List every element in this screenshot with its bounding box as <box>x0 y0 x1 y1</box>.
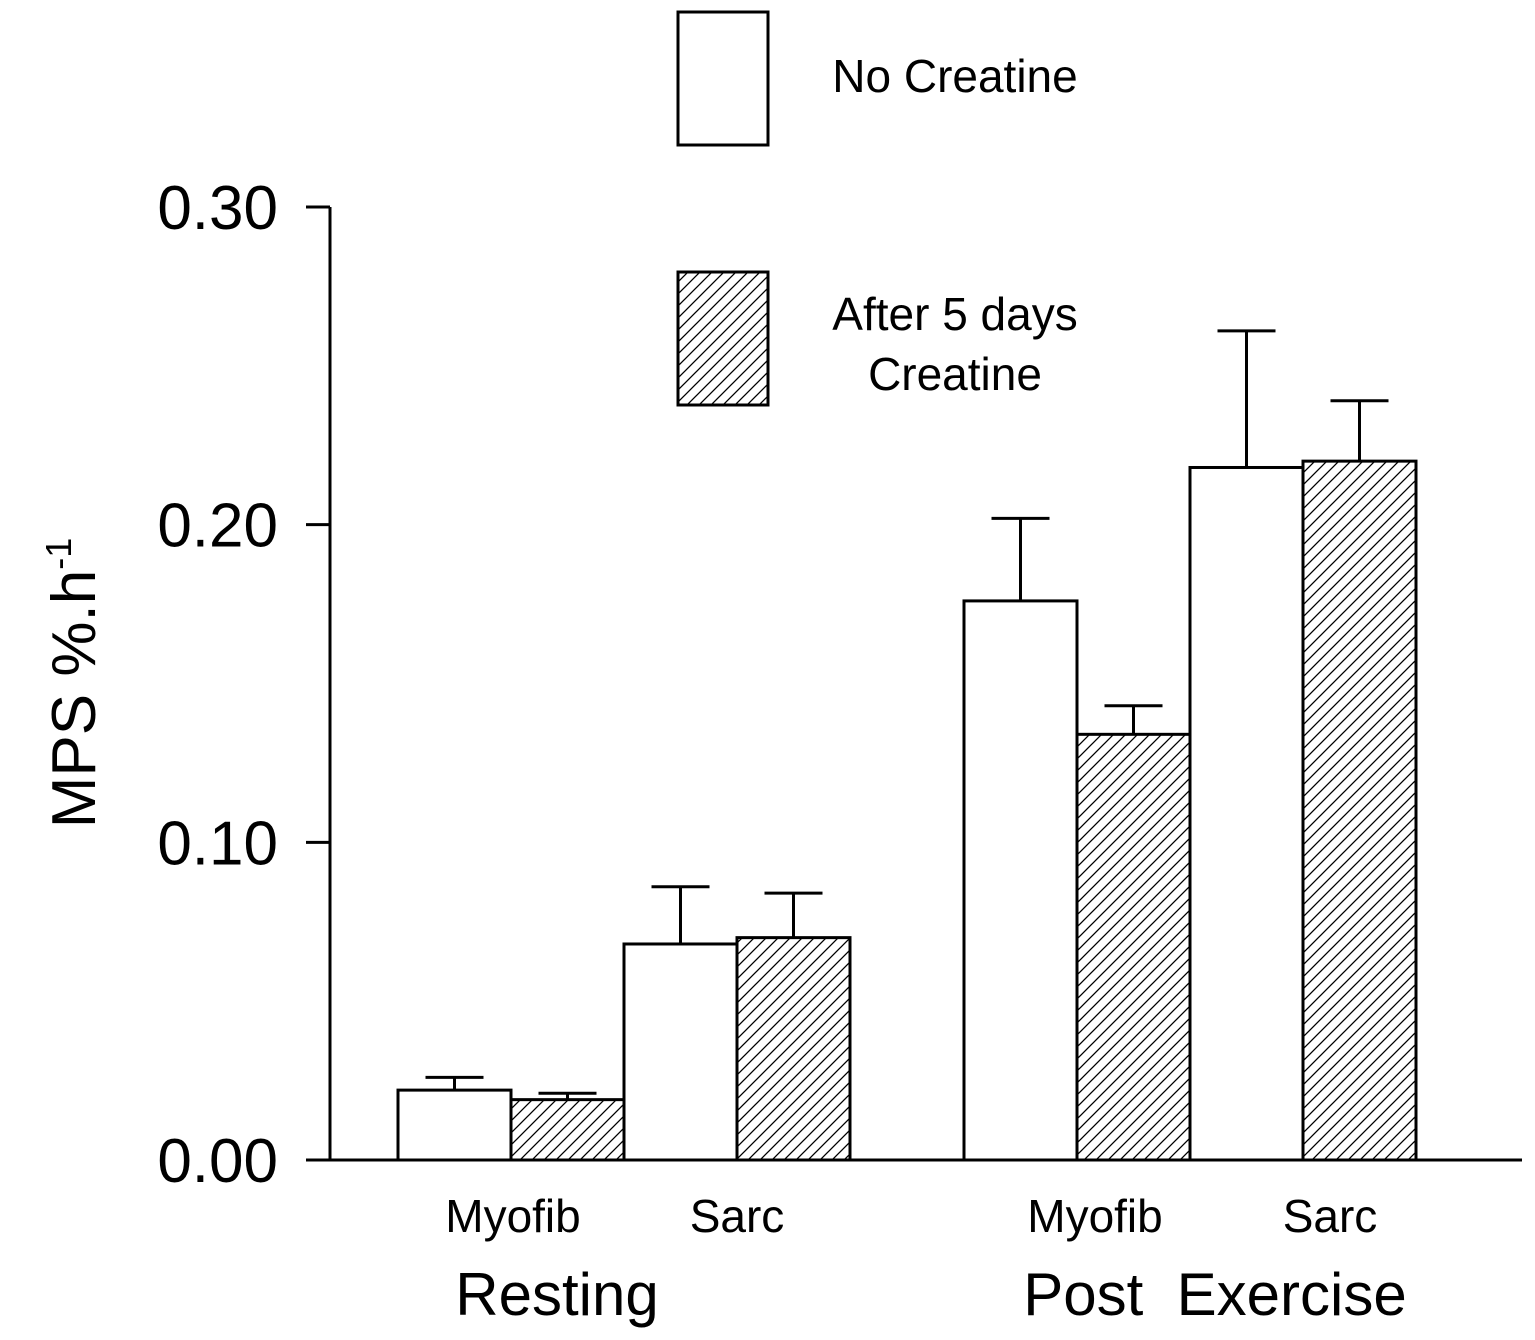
bar <box>509 1098 626 1162</box>
legend-label: After 5 days <box>832 288 1077 340</box>
labels: Myofib Sarc Myofib Sarc Resting Post Exercise <box>445 1190 1406 1328</box>
y-tick-label: 0.30 <box>157 174 278 243</box>
group-label: Resting <box>455 1261 658 1328</box>
category-label: Sarc <box>690 1190 785 1242</box>
legend-label: Creatine <box>868 348 1042 400</box>
y-axis-title: MPS %.h-1 <box>38 538 109 828</box>
legend-swatch <box>676 270 770 407</box>
legend: No Creatine After 5 days Creatine <box>676 10 1078 407</box>
bar <box>396 1088 513 1162</box>
y-tick-label: 0.20 <box>157 492 278 561</box>
category-label: Myofib <box>1027 1190 1162 1242</box>
bar <box>622 942 739 1162</box>
y-tick-label: 0.00 <box>157 1127 278 1196</box>
category-label: Myofib <box>445 1190 580 1242</box>
bar <box>1301 459 1418 1162</box>
bar <box>1188 465 1305 1162</box>
group-label: Post Exercise <box>1023 1261 1406 1328</box>
category-label: Sarc <box>1283 1190 1378 1242</box>
legend-label: No Creatine <box>832 50 1077 102</box>
bar <box>1075 732 1192 1162</box>
y-tick-label: 0.10 <box>157 809 278 878</box>
bar <box>735 936 852 1162</box>
bar <box>962 599 1079 1162</box>
bars <box>396 329 1418 1162</box>
legend-swatch <box>676 10 770 147</box>
axes: 0.00 0.10 0.20 0.30 MPS %.h-1 <box>38 174 1522 1196</box>
